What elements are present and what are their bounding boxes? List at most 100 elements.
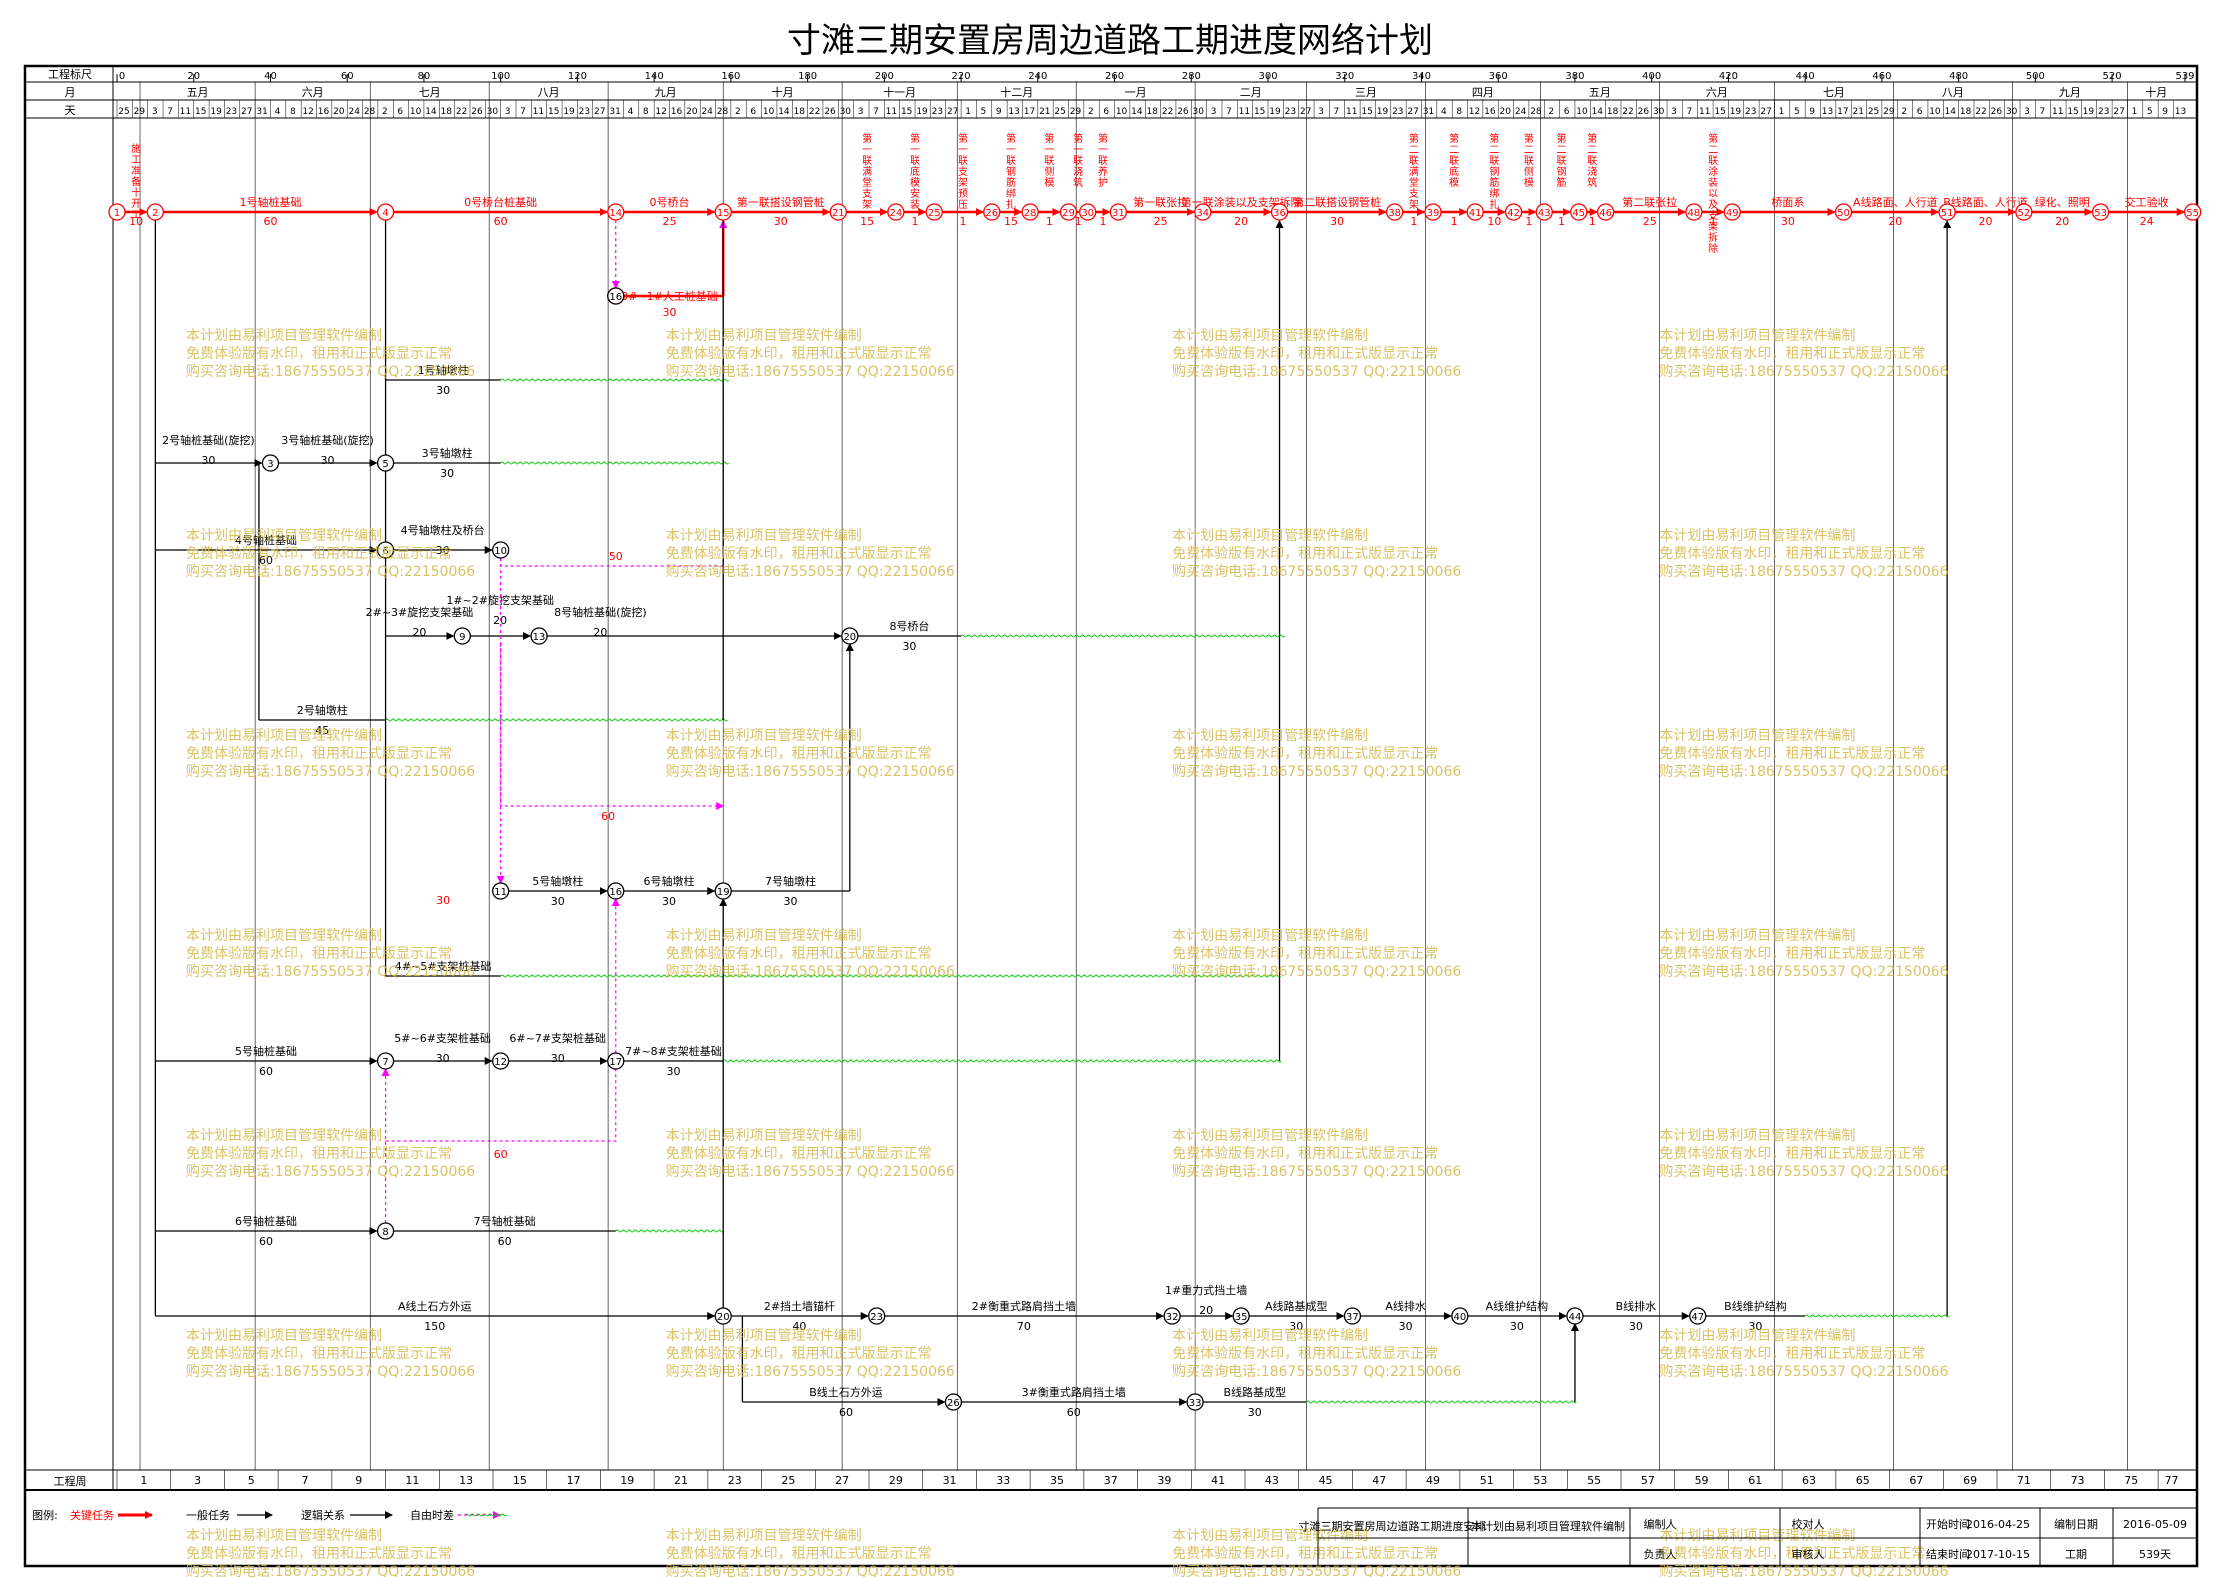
footer-checked-label: 校对人 <box>1792 1517 1825 1531</box>
legend-normal-label: 一般任务 <box>186 1509 230 1522</box>
day-number: 6 <box>1564 107 1570 117</box>
task-label: B线路基成型 <box>1223 1385 1286 1399</box>
critical-task-days: 15 <box>860 215 874 228</box>
day-number: 2 <box>382 107 388 117</box>
free-float <box>500 378 730 382</box>
day-number: 22 <box>1162 107 1173 117</box>
scale-tick-label: 180 <box>798 71 817 82</box>
footer-software: 本计划由易利项目管理软件编制 <box>1471 1519 1625 1533</box>
node-number: 10 <box>494 546 507 557</box>
watermark-text: 购买咨询电话:18675550537 QQ:22150066 <box>1172 564 1461 580</box>
task-days: 60 <box>259 1235 273 1248</box>
task-days: 30 <box>902 640 916 653</box>
task-label: B线土石方外运 <box>809 1385 883 1399</box>
task-label: 3号轴桩基础(旋挖) <box>281 433 374 447</box>
node-16: 16 <box>607 882 625 900</box>
scale-tick-label: 160 <box>721 71 740 82</box>
label-char: 底 <box>1449 165 1459 178</box>
watermark: 本计划由易利项目管理软件编制免费体验版有水印，租用和正式版显示正常购买咨询电话:… <box>1172 1128 1461 1180</box>
task-label: 8号桥台 <box>889 619 929 633</box>
watermark-text: 免费体验版有水印，租用和正式版显示正常 <box>1172 946 1438 962</box>
scale-tick-label: 0 <box>119 71 125 82</box>
label-char: 第 <box>1409 132 1419 145</box>
day-number: 11 <box>1239 107 1250 117</box>
node-number: 43 <box>1538 208 1551 219</box>
month-name: 七月 <box>419 86 441 99</box>
node-circle <box>829 203 847 221</box>
critical-task-days: 10 <box>129 215 143 228</box>
watermark-text: 免费体验版有水印，租用和正式版显示正常 <box>666 546 932 562</box>
label-char: 联 <box>1708 155 1718 167</box>
node-circle <box>1570 203 1588 221</box>
day-number: 17 <box>1024 107 1035 117</box>
day-number: 10 <box>1576 107 1588 117</box>
node-39: 39 <box>1424 203 1442 221</box>
label-char: 底 <box>910 165 920 178</box>
outer-frame <box>23 64 2199 1568</box>
label-char: 第 <box>1098 132 1108 145</box>
day-number: 11 <box>1699 107 1710 117</box>
node-number: 16 <box>609 292 622 303</box>
week-number: 31 <box>943 1474 957 1487</box>
watermark: 本计划由易利项目管理软件编制免费体验版有水印，租用和正式版显示正常购买咨询电话:… <box>1659 728 1948 780</box>
task-days: 70 <box>1017 1320 1031 1333</box>
watermark-text: 免费体验版有水印，租用和正式版显示正常 <box>666 946 932 962</box>
week-number: 77 <box>2165 1474 2179 1487</box>
node-19: 19 <box>714 882 732 900</box>
node-number: 46 <box>1599 208 1612 219</box>
watermark-text: 本计划由易利项目管理软件编制 <box>186 1128 382 1144</box>
node-6: 6 <box>376 541 395 559</box>
day-number: 23 <box>579 107 590 117</box>
node-16: 16 <box>607 287 625 305</box>
day-number: 1 <box>1779 107 1785 117</box>
day-number: 14 <box>1131 107 1143 117</box>
watermark-text: 免费体验版有水印，租用和正式版显示正常 <box>186 346 452 362</box>
label-char: 模 <box>1524 177 1534 189</box>
week-number: 59 <box>1695 1474 1709 1487</box>
footer-edit-date: 2016-05-09 <box>2123 1518 2187 1531</box>
day-number: 24 <box>348 107 360 117</box>
critical-task-label: B线路面、人行道 <box>1943 195 2028 209</box>
label-char: 联 <box>1044 155 1054 167</box>
task-days: 30 <box>436 384 450 397</box>
node-number: 32 <box>1166 1312 1179 1323</box>
day-number: 3 <box>1318 107 1324 117</box>
scale-tick-label: 100 <box>491 71 510 82</box>
day-number: 11 <box>2052 107 2063 117</box>
watermark-text: 免费体验版有水印，租用和正式版显示正常 <box>1659 946 1925 962</box>
watermark: 本计划由易利项目管理软件编制免费体验版有水印，租用和正式版显示正常购买咨询电话:… <box>1172 1328 1461 1380</box>
scale-tick-label: 480 <box>1949 71 1968 82</box>
day-number: 14 <box>425 107 437 117</box>
day-number: 7 <box>1687 107 1693 117</box>
watermark-text: 购买咨询电话:18675550537 QQ:22150066 <box>1659 964 1948 980</box>
week-number: 53 <box>1533 1474 1547 1487</box>
critical-task-days: 1 <box>912 215 919 228</box>
task-days: 20 <box>412 626 426 639</box>
week-number: 29 <box>889 1474 903 1487</box>
scale-tick-label: 80 <box>418 71 431 82</box>
node-number: 36 <box>1273 208 1286 219</box>
day-number: 31 <box>609 107 620 117</box>
week-number: 1 <box>140 1474 147 1487</box>
node-circle <box>944 1393 963 1411</box>
footer-reviewed-label: 审核人 <box>1792 1547 1825 1561</box>
label-char: 装 <box>910 198 920 211</box>
day-number: 26 <box>471 107 483 117</box>
day-number: 9 <box>1809 107 1815 117</box>
node-number: 1 <box>114 208 120 219</box>
day-number: 13 <box>1822 107 1833 117</box>
node-23: 23 <box>868 1307 886 1325</box>
critical-task-days: 1 <box>1589 215 1596 228</box>
node-number: 19 <box>717 887 730 898</box>
node-number: 20 <box>843 632 856 643</box>
critical-task-days: 1 <box>1525 215 1532 228</box>
watermark: 本计划由易利项目管理软件编制免费体验版有水印，租用和正式版显示正常购买咨询电话:… <box>186 728 475 780</box>
node-circle <box>1504 203 1523 221</box>
free-time-label: 60 <box>494 1148 508 1161</box>
label-char: 架 <box>862 199 872 211</box>
week-number: 3 <box>194 1474 201 1487</box>
